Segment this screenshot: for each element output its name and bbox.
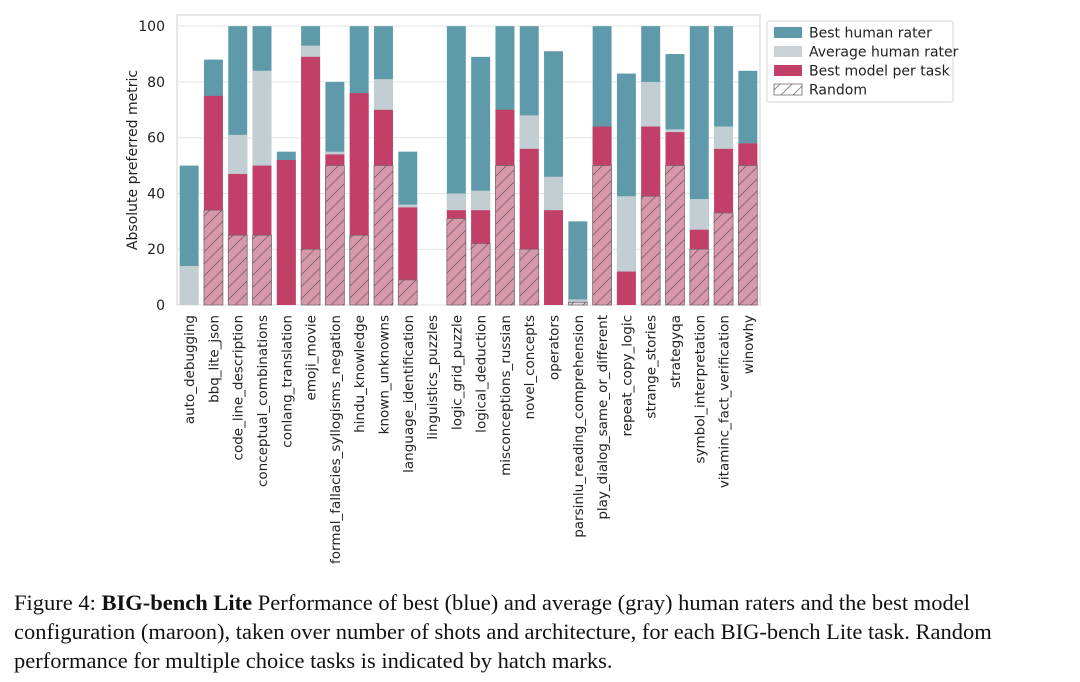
x-tick-label: winowhy (741, 315, 757, 374)
x-tick-label: vitaminc_fact_verification (717, 315, 733, 488)
bar-random-hatch (203, 210, 223, 305)
figure-caption: Figure 4: BIG-bench Lite Performance of … (14, 588, 1070, 675)
x-tick-label: conlang_translation (279, 315, 295, 448)
x-tick-label: strange_stories (644, 315, 660, 419)
legend-swatch (774, 27, 802, 38)
x-tick-label: code_line_description (231, 315, 247, 460)
bar-best-model (301, 56, 321, 306)
bar-random-hatch (301, 249, 321, 305)
bar-random-hatch (398, 279, 418, 305)
legend: Best human rater Average human rater Best … (766, 20, 959, 103)
gridlines (177, 25, 760, 306)
caption-prefix: Figure 4: (14, 590, 102, 615)
y-tick-label: 80 (147, 75, 165, 91)
bar-average-human (179, 265, 199, 305)
bar-random-hatch (325, 165, 345, 305)
y-tick-label: 60 (147, 131, 165, 147)
legend-label: Best model per task (809, 64, 951, 80)
bar-random-hatch (738, 165, 758, 305)
x-tick-label: hindu_knowledge (352, 315, 368, 433)
x-tick-label: logic_grid_puzzle (449, 315, 465, 430)
legend-swatch (774, 65, 802, 76)
y-axis-label: Absolute preferred metric (125, 70, 141, 250)
legend-swatch (774, 46, 802, 57)
caption-text: Performance of best (blue) and average (… (14, 590, 992, 673)
plot-frame (176, 14, 761, 306)
bar-random-hatch (714, 212, 734, 305)
x-tick-label: novel_concepts (522, 315, 538, 419)
x-tick-label: strategyqa (668, 315, 684, 388)
x-tick-label: conceptual_combinations (255, 315, 271, 487)
bar-random-hatch (349, 235, 369, 305)
y-tick-label: 0 (156, 298, 165, 314)
x-tick-label: emoji_movie (304, 315, 320, 400)
bar-random-hatch (228, 235, 248, 305)
bar-random-hatch (665, 165, 685, 305)
bar-best-model (276, 160, 296, 305)
y-axis: 0 20 40 60 80 100 (138, 19, 165, 314)
x-tick-label: misconceptions_russian (498, 315, 514, 476)
legend-label: Best human rater (809, 26, 932, 42)
bar-random-hatch (446, 218, 466, 305)
x-tick-label: auto_debugging (182, 315, 198, 424)
bar-random-hatch (568, 302, 588, 305)
legend-label: Random (809, 83, 867, 99)
bar-random-hatch (592, 165, 612, 305)
bar-best-model (544, 210, 563, 305)
bar-random-hatch (495, 165, 515, 305)
y-tick-label: 20 (147, 242, 165, 258)
legend-label: Average human rater (809, 45, 959, 61)
bar-best-model (616, 271, 636, 305)
x-tick-label: parsinlu_reading_comprehension (571, 315, 587, 538)
x-tick-label: bbq_lite_json (206, 315, 222, 403)
bar-random-hatch (519, 249, 539, 305)
bars (179, 26, 758, 306)
y-tick-label: 40 (147, 186, 165, 202)
bar-random-hatch (471, 243, 491, 305)
bar-random-hatch (252, 235, 272, 305)
x-tick-label: operators (547, 315, 563, 380)
plot-area (176, 14, 761, 306)
x-tick-label: formal_fallacies_syllogisms_negation (328, 315, 344, 564)
x-tick-label: known_unknowns (376, 315, 392, 434)
x-tick-label: play_dialog_same_or_different (595, 315, 611, 520)
chart: 0 20 40 60 80 100 auto_debugging bbq_lite_json… (125, 14, 959, 564)
legend-box (766, 20, 954, 103)
x-tick-label: symbol_interpretation (692, 315, 708, 464)
x-tick-label: repeat_copy_logic (619, 315, 635, 437)
legend-swatch-hatch (774, 84, 802, 95)
x-tick-label: logical_deduction (474, 315, 490, 433)
x-tick-label: linguistics_puzzles (425, 315, 441, 440)
bar-random-hatch (374, 165, 393, 305)
bar-random-hatch (689, 249, 709, 305)
x-tick-label: language_identification (401, 315, 417, 473)
x-axis: auto_debugging bbq_lite_json code_line_des… (182, 315, 757, 564)
bar-best-human (568, 221, 588, 305)
bar-random-hatch (641, 196, 661, 305)
caption-bold: BIG-bench Lite (101, 590, 253, 615)
y-tick-label: 100 (138, 19, 165, 35)
